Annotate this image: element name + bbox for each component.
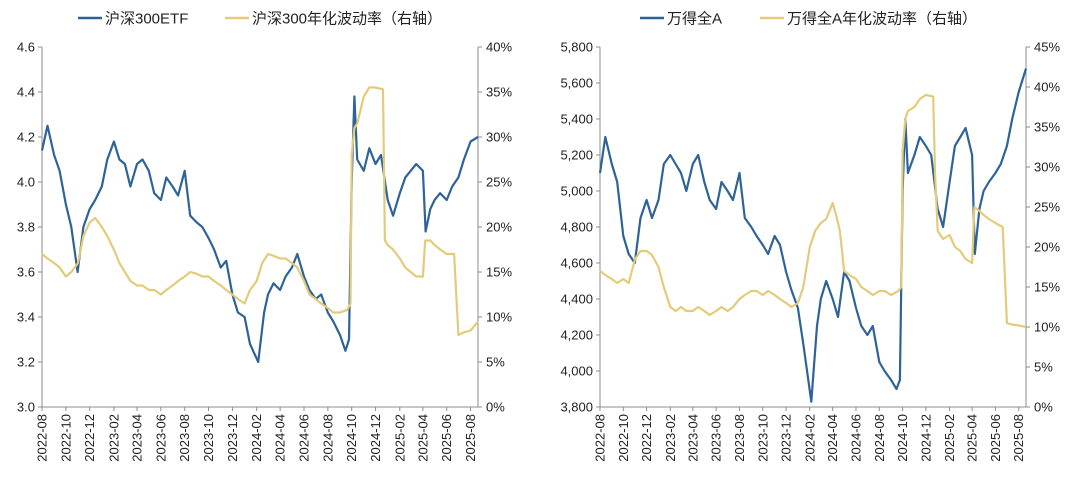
y-right-tick-label: 10% bbox=[486, 310, 512, 325]
x-tick-label: 2025-06 bbox=[988, 414, 1003, 462]
x-tick-label: 2024-10 bbox=[344, 414, 359, 462]
x-tick-label: 2024-04 bbox=[825, 414, 840, 462]
y-left-tick-label: 3.0 bbox=[17, 400, 35, 415]
x-tick-label: 2025-04 bbox=[965, 414, 980, 462]
x-tick-label: 2023-12 bbox=[225, 414, 240, 462]
x-tick-label: 2023-06 bbox=[153, 414, 168, 462]
x-tick-label: 2025-06 bbox=[439, 414, 454, 462]
y-left-tick-label: 4,600 bbox=[560, 256, 593, 271]
x-tick-label: 2024-02 bbox=[249, 414, 264, 462]
y-right-tick-label: 35% bbox=[1034, 120, 1060, 135]
y-left-tick-label: 4.4 bbox=[17, 85, 35, 100]
x-tick-label: 2022-10 bbox=[616, 414, 631, 462]
x-tick-label: 2024-12 bbox=[368, 414, 383, 462]
x-tick-label: 2023-06 bbox=[709, 414, 724, 462]
y-left-tick-label: 5,200 bbox=[560, 148, 593, 163]
series-line-volatility bbox=[599, 93, 1027, 329]
y-right-tick-label: 35% bbox=[486, 85, 512, 100]
x-tick-label: 2023-10 bbox=[201, 414, 216, 462]
y-left-tick-label: 3.6 bbox=[17, 265, 35, 280]
legend-label: 沪深300年化波动率（右轴） bbox=[252, 11, 442, 28]
x-tick-label: 2024-08 bbox=[320, 414, 335, 462]
y-left-tick-label: 4,400 bbox=[560, 292, 593, 307]
x-tick-label: 2025-02 bbox=[392, 414, 407, 462]
y-left-tick-label: 4.2 bbox=[17, 130, 35, 145]
y-right-tick-label: 45% bbox=[1034, 40, 1060, 55]
y-right-tick-label: 30% bbox=[1034, 160, 1060, 175]
x-tick-label: 2023-10 bbox=[755, 414, 770, 462]
y-right-tick-label: 30% bbox=[486, 130, 512, 145]
y-left-tick-label: 5,000 bbox=[560, 184, 593, 199]
y-left-tick-label: 5,800 bbox=[560, 40, 593, 55]
y-right-tick-label: 0% bbox=[486, 400, 505, 415]
y-left-tick-label: 4.0 bbox=[17, 175, 35, 190]
x-tick-label: 2025-02 bbox=[942, 414, 957, 462]
x-tick-label: 2024-08 bbox=[872, 414, 887, 462]
y-right-tick-label: 10% bbox=[1034, 320, 1060, 335]
x-tick-label: 2023-02 bbox=[106, 414, 121, 462]
y-right-tick-label: 25% bbox=[1034, 200, 1060, 215]
x-tick-label: 2024-04 bbox=[273, 414, 288, 462]
x-tick-label: 2022-12 bbox=[639, 414, 654, 462]
x-tick-label: 2023-04 bbox=[685, 414, 700, 462]
y-left-tick-label: 4,000 bbox=[560, 364, 593, 379]
y-right-tick-label: 20% bbox=[486, 220, 512, 235]
y-left-tick-label: 3.2 bbox=[17, 355, 35, 370]
x-tick-label: 2024-10 bbox=[895, 414, 910, 462]
y-left-tick-label: 4,800 bbox=[560, 220, 593, 235]
x-tick-label: 2023-08 bbox=[732, 414, 747, 462]
x-tick-label: 2024-06 bbox=[848, 414, 863, 462]
y-right-tick-label: 20% bbox=[1034, 240, 1060, 255]
legend-label: 万得全A年化波动率（右轴） bbox=[787, 10, 977, 28]
y-right-tick-label: 25% bbox=[486, 175, 512, 190]
y-left-tick-label: 3.4 bbox=[17, 310, 35, 325]
x-tick-label: 2024-02 bbox=[802, 414, 817, 462]
y-left-tick-label: 3.8 bbox=[17, 220, 35, 235]
legend-label: 万得全A bbox=[667, 10, 722, 28]
x-tick-label: 2025-08 bbox=[1011, 414, 1026, 462]
y-left-tick-label: 3,800 bbox=[560, 400, 593, 415]
y-right-tick-label: 40% bbox=[1034, 80, 1060, 95]
x-tick-label: 2024-12 bbox=[918, 414, 933, 462]
x-tick-label: 2023-02 bbox=[663, 414, 678, 462]
x-tick-label: 2024-06 bbox=[296, 414, 311, 462]
y-left-tick-label: 5,400 bbox=[560, 112, 593, 127]
y-right-tick-label: 15% bbox=[1034, 280, 1060, 295]
y-right-tick-label: 15% bbox=[486, 265, 512, 280]
x-tick-label: 2023-08 bbox=[177, 414, 192, 462]
x-tick-label: 2022-08 bbox=[593, 414, 608, 462]
x-tick-label: 2023-04 bbox=[130, 414, 145, 462]
series-line-price bbox=[40, 95, 479, 364]
y-left-tick-label: 4,200 bbox=[560, 328, 593, 343]
y-right-tick-label: 5% bbox=[486, 355, 505, 370]
series-line-price bbox=[598, 68, 1028, 403]
y-left-tick-label: 4.6 bbox=[17, 40, 35, 55]
series-line-volatility bbox=[41, 86, 479, 337]
x-tick-label: 2022-12 bbox=[82, 414, 97, 462]
y-right-tick-label: 0% bbox=[1034, 400, 1053, 415]
y-left-tick-label: 5,600 bbox=[560, 76, 593, 91]
y-right-tick-label: 5% bbox=[1034, 360, 1053, 375]
x-tick-label: 2023-12 bbox=[779, 414, 794, 462]
x-tick-label: 2025-08 bbox=[463, 414, 478, 462]
x-tick-label: 2022-08 bbox=[35, 414, 50, 462]
x-tick-label: 2022-10 bbox=[58, 414, 73, 462]
y-right-tick-label: 40% bbox=[486, 40, 512, 55]
legend-label: 沪深300ETF bbox=[105, 11, 188, 28]
x-tick-label: 2025-04 bbox=[415, 414, 430, 462]
